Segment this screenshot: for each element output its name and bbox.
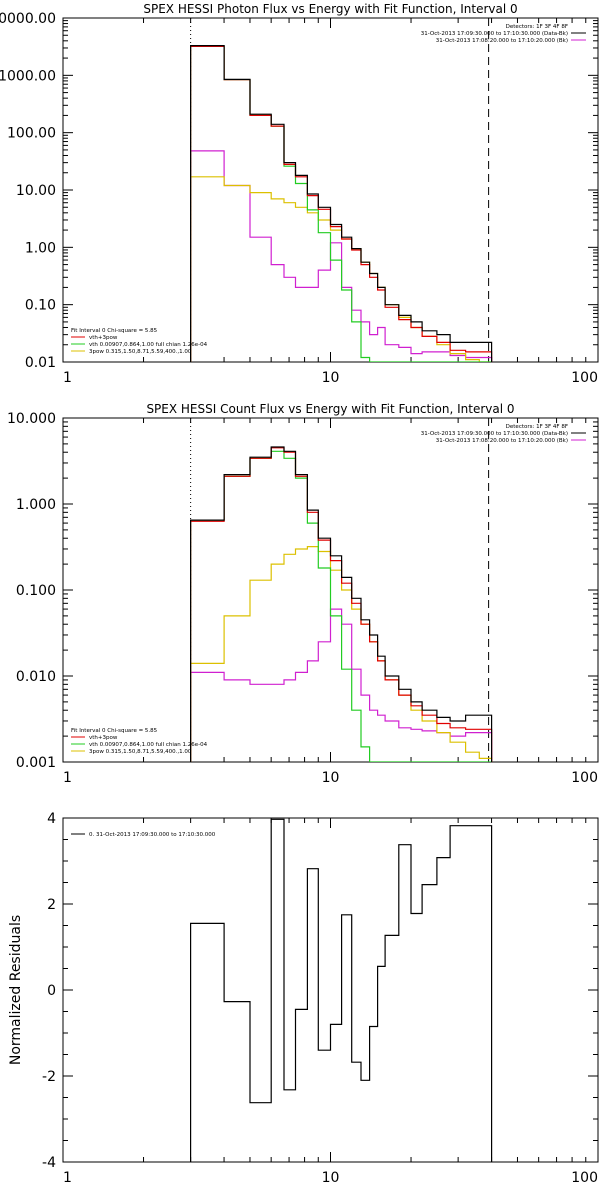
x-tick-label: 100	[571, 770, 598, 786]
legend-top-right-entry: 31-Oct-2013 17:08:20.000 to 17:10:20.000…	[436, 438, 568, 444]
y-axis-label: Normalized Residuals	[8, 915, 24, 1065]
y-tick-label: 10.00	[16, 183, 56, 199]
plot-frame	[62, 817, 599, 1163]
series-line-vth-3pow	[190, 447, 493, 762]
y-tick-label: 10000.00	[0, 11, 56, 27]
series-line-background	[190, 150, 493, 362]
plot-frame	[62, 17, 599, 363]
y-tick-label: 0.10	[25, 298, 56, 314]
x-tick-label: 1	[63, 770, 72, 786]
chart-title: SPEX HESSI Count Flux vs Energy with Fit…	[146, 402, 514, 416]
legend-bottom-left-entry: 3pow 0.315,1.50,8.71,5.59,400.,1.00	[89, 349, 192, 355]
series-line-vth	[190, 45, 492, 362]
legend-top-right-entry: 31-Oct-2013 17:08:20.000 to 17:10:20.000…	[436, 38, 568, 44]
y-tick-label: 0.001	[16, 755, 56, 771]
y-tick-label: -4	[42, 1155, 56, 1171]
legend-top-left-entry: 0. 31-Oct-2013 17:09:30.000 to 17:10:30.…	[89, 832, 216, 838]
y-tick-label: -2	[42, 1069, 56, 1085]
legend-bottom-left-entry: Fit Interval 0 Chi-square = 5.85	[71, 728, 158, 734]
y-tick-label: 100.00	[7, 126, 56, 142]
series-line-vth	[190, 450, 492, 762]
y-tick-label: 0	[47, 983, 56, 999]
x-tick-label: 1	[63, 1170, 72, 1186]
y-tick-label: 1.000	[16, 497, 56, 513]
y-tick-label: 1.00	[25, 240, 56, 256]
chart-panel-3: 1 10 100 -4 -2 0 2 4 Normalized Residuals 0. 31-O…	[8, 811, 599, 1186]
legend-bottom-left-entry: Fit Interval 0 Chi-square = 5.85	[71, 328, 158, 334]
y-tick-label: 0.010	[16, 669, 56, 685]
chart-panel-2: SPEX HESSI Count Flux vs Energy with Fit…	[7, 402, 599, 786]
x-tick-label: 100	[571, 370, 598, 386]
series-line-data	[190, 446, 493, 762]
legend-bottom-left-entry: vth 0.00907,0.864,1.00 full chian 1.26e-…	[89, 742, 208, 748]
x-tick-label: 1	[63, 370, 72, 386]
chart-title: SPEX HESSI Photon Flux vs Energy with Fi…	[143, 2, 517, 16]
legend-bottom-left-entry: vth+3pow	[89, 335, 118, 341]
legend-top-right-entry: Detectors: 1F 3F 4F 8F	[506, 424, 568, 430]
x-tick-label: 10	[322, 370, 340, 386]
x-tick-label: 10	[322, 1170, 340, 1186]
chart-panel-1: SPEX HESSI Photon Flux vs Energy with Fi…	[0, 2, 599, 386]
y-tick-label: 0.01	[25, 355, 56, 371]
legend-bottom-left-entry: vth 0.00907,0.864,1.00 full chian 1.26e-…	[89, 342, 208, 348]
legend-top-right-entry: 31-Oct-2013 17:09:30.000 to 17:10:30.000…	[421, 31, 568, 37]
y-tick-label: 0.100	[16, 583, 56, 599]
x-tick-label: 10	[322, 770, 340, 786]
legend-top-right-entry: 31-Oct-2013 17:09:30.000 to 17:10:30.000…	[421, 431, 568, 437]
legend-bottom-left-entry: vth+3pow	[89, 735, 118, 741]
y-tick-label: 1000.00	[0, 68, 56, 84]
y-tick-label: 2	[47, 897, 56, 913]
series-line-data	[190, 45, 493, 362]
x-tick-label: 100	[571, 1170, 598, 1186]
legend-bottom-left-entry: 3pow 0.315,1.50,8.71,5.59,400.,1.00	[89, 749, 192, 755]
y-tick-label: 10.000	[7, 411, 56, 427]
series-line-0-31-oct-2013-17-09-30-000-to-17-10-30-000	[190, 818, 493, 1162]
series-line-vth-3pow	[190, 45, 493, 362]
legend-top-right-entry: Detectors: 1F 3F 4F 8F	[506, 24, 568, 30]
y-tick-label: 4	[47, 811, 56, 827]
